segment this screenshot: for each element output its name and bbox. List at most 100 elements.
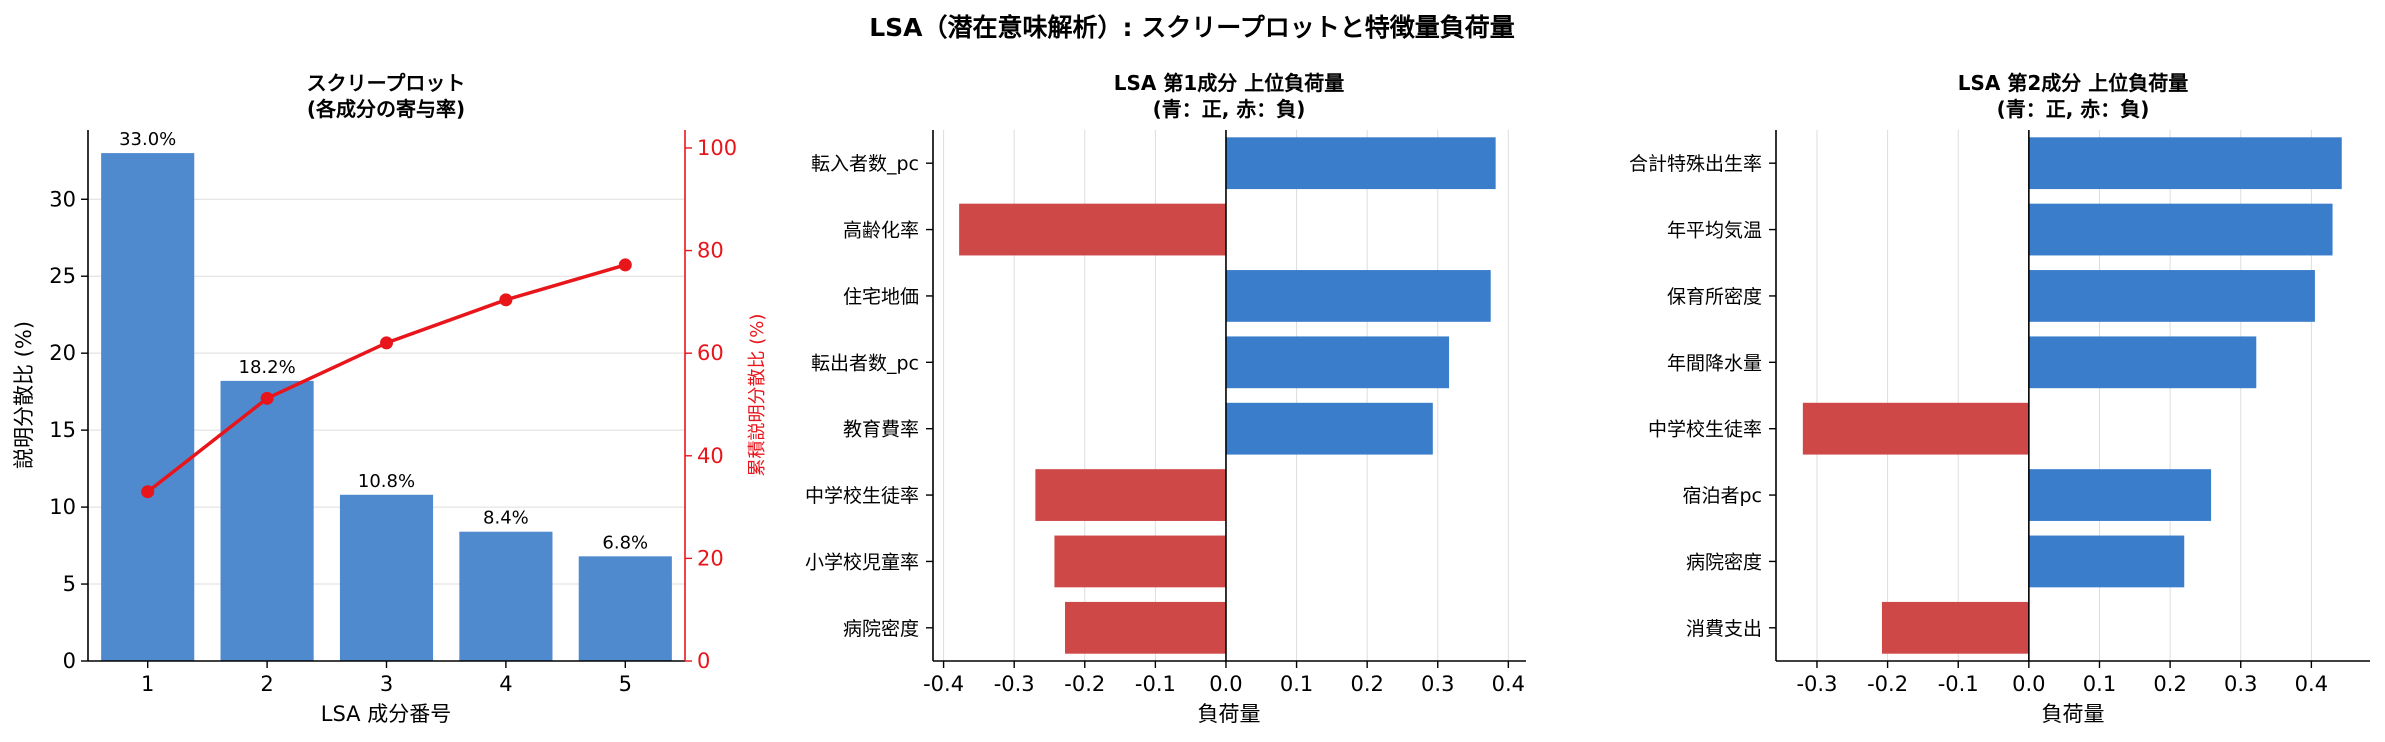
comp2-category-label: 中学校生徒率 (1648, 419, 1762, 441)
scree-ytick-label: 0 (63, 649, 76, 673)
comp2-xtick-label: 0.1 (2083, 672, 2116, 696)
scree-bar-value-label: 6.8% (602, 532, 648, 553)
comp1-title-line2: (青：正, 赤：負) (1153, 97, 1306, 121)
component2-loadings-panel: LSA 第2成分 上位負荷量 (青：正, 赤：負) 合計特殊出生率年平均気温保育… (1629, 71, 2370, 726)
scree-ytick-label: 10 (49, 495, 76, 519)
scree-axes: 0 5 10 15 20 25 30 0 20 40 60 80 100 1 2 3 4 5 (49, 130, 737, 696)
scree-x-axis-label: LSA 成分番号 (321, 702, 451, 726)
cumulative-line (146, 263, 626, 494)
comp1-category-label: 転入者数_pc (811, 153, 919, 175)
scree-bar-value-label: 18.2% (239, 357, 296, 378)
scree-ytick-label: 25 (49, 264, 76, 288)
scree-ytick-label: 20 (49, 341, 76, 365)
comp2-category-label: 宿泊者pc (1682, 485, 1762, 507)
cumulative-point (499, 293, 513, 307)
comp1-xtick-label: -0.2 (1064, 672, 1105, 696)
comp1-x-axis-label: 負荷量 (1198, 702, 1261, 726)
comp2-bar (1802, 402, 2029, 455)
cumulative-point (618, 258, 632, 272)
cumulative-point (380, 336, 393, 350)
comp2-bar (2028, 137, 2342, 190)
scree-bars: 33.0% 18.2% 10.8% 8.4% 6.8% (101, 129, 672, 661)
comp1-bar (1054, 535, 1226, 588)
comp1-category-label: 住宅地価 (843, 286, 919, 308)
figure-title: LSA（潜在意味解析）: スクリープロットと特徴量負荷量 (869, 13, 1515, 42)
scree-bar-value-label: 8.4% (483, 508, 529, 529)
comp2-bar (2028, 336, 2257, 389)
comp1-bar (959, 203, 1226, 256)
comp1-xtick-label: 0.2 (1350, 672, 1383, 696)
cumulative-point (260, 391, 274, 405)
comp1-xtick-label: 0.3 (1421, 672, 1454, 696)
scree-y2tick-label: 100 (697, 136, 737, 160)
comp1-category-label: 病院密度 (843, 618, 919, 640)
comp1-xtick-label: -0.1 (1135, 672, 1176, 696)
comp1-bars (959, 137, 1496, 654)
comp1-bar (1225, 270, 1491, 322)
comp2-x-axis-label: 負荷量 (2042, 702, 2105, 726)
comp2-xtick-label: 0.4 (2295, 672, 2328, 696)
comp2-xtick-label: 0.0 (2012, 672, 2045, 696)
scree-xtick-label: 4 (499, 672, 512, 696)
comp1-title-line1: LSA 第1成分 上位負荷量 (1114, 71, 1344, 95)
scree-ytick-label: 15 (49, 418, 76, 442)
comp2-bar (2028, 203, 2333, 256)
scree-xtick-label: 1 (141, 672, 154, 696)
scree-title-line2: (各成分の寄与率) (307, 97, 465, 121)
component1-loadings-panel: LSA 第1成分 上位負荷量 (青：正, 赤：負) 転入者数_pc 高齢化率住宅地… (805, 71, 1526, 726)
comp2-title-line2: (青：正, 赤：負) (1997, 97, 2150, 121)
scree-y2tick-label: 80 (697, 239, 724, 263)
comp1-bar (1225, 137, 1496, 190)
comp2-category-label: 合計特殊出生率 (1629, 153, 1762, 175)
comp1-xtick-label: 0.1 (1280, 672, 1313, 696)
scree-ytick-label: 30 (49, 187, 76, 211)
cumulative-point (141, 485, 155, 499)
scree-y-axis-label: 説明分散比 (%) (12, 321, 36, 469)
comp1-xtick-label: -0.3 (994, 672, 1035, 696)
comp2-xtick-label: -0.3 (1796, 672, 1837, 696)
cumulative-line-series (141, 258, 632, 499)
comp1-bar (1065, 601, 1226, 654)
scree-bar-value-label: 10.8% (358, 471, 415, 492)
comp2-category-label: 年平均気温 (1667, 220, 1762, 242)
comp1-xtick-label: 0.0 (1209, 672, 1242, 696)
comp2-bar (1881, 601, 2029, 654)
comp1-category-label: 中学校生徒率 (805, 485, 919, 507)
comp1-category-label: 小学校児童率 (805, 551, 919, 573)
scree-y2tick-label: 40 (697, 444, 724, 468)
comp2-xtick-label: 0.3 (2224, 672, 2257, 696)
comp1-xtick-label: 0.4 (1492, 672, 1525, 696)
comp2-xtick-label: -0.2 (1867, 672, 1908, 696)
comp2-bar (2028, 535, 2185, 588)
scree-title-line1: スクリープロット (307, 71, 466, 95)
scree-y2tick-label: 60 (697, 341, 724, 365)
scree-y2-axis-label: 累積説明分散比 (%) (747, 314, 768, 477)
comp2-category-label: 病院密度 (1686, 551, 1762, 573)
comp1-category-label: 教育費率 (843, 419, 919, 441)
scree-bar (339, 494, 434, 661)
scree-bar-value-label: 33.0% (119, 129, 176, 150)
comp2-bar (2028, 270, 2315, 322)
scree-xtick-label: 5 (619, 672, 632, 696)
scree-bar (220, 380, 314, 661)
scree-ytick-label: 5 (63, 572, 76, 596)
comp2-category-label: 保育所密度 (1667, 286, 1762, 308)
scree-bar (101, 153, 195, 661)
scree-xtick-label: 3 (380, 672, 393, 696)
scree-plot-panel: スクリープロット (各成分の寄与率) 33.0% 18.2% 10.8% 8.4% 6.… (12, 71, 768, 726)
comp2-xtick-label: 0.2 (2153, 672, 2186, 696)
comp2-bar (2028, 469, 2212, 521)
comp1-bar (1225, 336, 1450, 389)
comp1-xtick-label: -0.4 (923, 672, 964, 696)
comp1-category-label: 転出者数_pc (811, 352, 919, 374)
scree-xtick-label: 2 (260, 672, 273, 696)
comp1-bar (1035, 469, 1226, 521)
comp1-bar (1225, 402, 1433, 455)
comp2-xtick-label: -0.1 (1938, 672, 1979, 696)
comp2-category-label: 年間降水量 (1667, 352, 1762, 374)
comp2-category-label: 消費支出 (1686, 618, 1762, 640)
scree-y2tick-label: 20 (697, 546, 724, 570)
